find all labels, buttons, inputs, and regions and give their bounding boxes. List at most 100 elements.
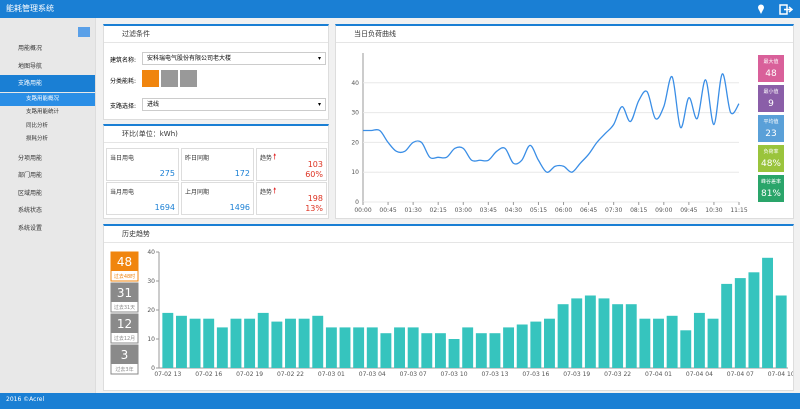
summary-head: [111, 283, 138, 302]
bar: [421, 333, 433, 368]
menu-item[interactable]: 区域用能: [18, 189, 43, 197]
summary-label: 过去12月: [114, 335, 135, 342]
bar: [339, 327, 351, 368]
bar: [612, 304, 624, 368]
bar: [734, 278, 746, 368]
stat-label: 峰谷差率: [761, 178, 781, 185]
branch-select[interactable]: 进线 ▾: [142, 98, 326, 111]
summary-value: 3: [121, 348, 129, 362]
summary-value: 31: [117, 286, 132, 300]
x-tick-label: 07-03 16: [522, 371, 549, 378]
x-tick-label: 07-03 04: [359, 371, 386, 378]
water-icon[interactable]: [161, 70, 178, 87]
bar: [680, 330, 692, 368]
menu-toggle[interactable]: [78, 27, 90, 37]
top-bar: 能耗管理系统: [0, 0, 800, 18]
label: 支路选择:: [110, 103, 137, 110]
label: 建筑名称:: [110, 57, 137, 64]
footer: 2016 ©Acrel: [0, 393, 800, 409]
bar: [584, 295, 596, 368]
summary-head: [111, 345, 138, 364]
x-tick-label: 06:45: [580, 207, 597, 214]
bar: [353, 327, 365, 368]
stat-label: 最小值: [763, 88, 778, 95]
bar: [489, 333, 501, 368]
bar: [230, 318, 242, 368]
menu-item[interactable]: 分项用能: [18, 154, 43, 162]
bar: [544, 318, 555, 368]
load-panel: 当日负荷曲线 0 10 20 30 40 00:00 00:45 01:30 02:15 03:0…: [335, 24, 794, 219]
bar: [325, 327, 337, 368]
x-tick-label: 09:45: [680, 207, 697, 214]
load-line: [363, 73, 740, 173]
cell-label: 昨日同期: [185, 155, 210, 162]
bar: [625, 304, 637, 368]
menu-item[interactable]: 地图导航: [18, 62, 43, 70]
x-tick-label: 10:30: [705, 207, 722, 214]
stat-value: 81%: [761, 189, 781, 199]
cell-label: 趋势: [260, 155, 273, 162]
menu-item[interactable]: 系统设置: [18, 224, 43, 232]
trend-arrow: 🠕: [273, 186, 277, 195]
menu-item[interactable]: 支路用能概况: [0, 92, 95, 106]
stat-box: [758, 115, 784, 142]
y-tick-label: 0: [151, 365, 155, 372]
x-tick-label: 04:30: [505, 207, 522, 214]
summary-label: 过去3年: [115, 366, 133, 373]
menu-item[interactable]: 用能概况: [18, 45, 43, 52]
cell-value: 1496: [229, 203, 250, 212]
ratio-panel: 环比(单位：kWh) 当日用电 275 昨日同期 172 趋势 🠕 103 60% 当月用电 16…: [103, 124, 329, 219]
stat-label: 平均值: [763, 118, 778, 125]
menu-item[interactable]: 损耗分析: [26, 136, 49, 142]
bar: [448, 339, 460, 368]
ratio-cell: 当日用电 275: [106, 148, 179, 181]
bar: [380, 333, 392, 368]
bar: [394, 327, 405, 368]
bar: [653, 318, 664, 368]
bar: [203, 318, 215, 368]
app-title: 能耗管理系统: [6, 4, 54, 13]
bar: [162, 312, 174, 368]
top-icons[interactable]: [757, 4, 793, 15]
bar: [257, 312, 269, 368]
menu-item[interactable]: 支路用能: [0, 75, 95, 92]
x-tick-label: 07-03 10: [441, 371, 468, 378]
ratio-cell: 趋势 🠕 198 13%: [256, 182, 327, 215]
y-tick-label: 30: [351, 110, 359, 117]
menu-item[interactable]: 系统状态: [18, 207, 43, 214]
x-tick-label: 01:30: [404, 207, 421, 214]
panel-title: 历史趋势: [104, 226, 793, 243]
panel-title: 环比(单位：kWh): [104, 126, 328, 143]
y-tick-label: 40: [351, 80, 359, 87]
stat-box: [758, 85, 784, 112]
x-tick-label: 07-04 10: [768, 371, 793, 378]
y-tick-label: 30: [147, 278, 155, 285]
bar: [475, 333, 487, 368]
building-icon[interactable]: [180, 70, 197, 87]
building-select[interactable]: 安科瑞电气股份有限公司老大楼 ▾: [142, 52, 326, 65]
cell-value: 1694: [154, 203, 175, 212]
x-tick-label: 07-04 07: [727, 371, 754, 378]
change-value: 198: [307, 194, 323, 203]
menu-item[interactable]: 同比分析: [26, 122, 49, 129]
load-chart: 0 10 20 30 40 00:00 00:45 01:30 02:15 03:00 03:45 0…: [351, 53, 784, 214]
ratio-cell: 上月同期 1496: [181, 182, 254, 215]
x-tick-label: 11:15: [730, 207, 747, 214]
stat-value: 48: [765, 69, 777, 79]
bar: [462, 327, 474, 368]
bar: [285, 318, 296, 368]
history-chart: 0 10 20 30 40 07-02 13 07-02 16 07-02 19 07-02 2…: [110, 249, 793, 378]
menu-item[interactable]: 部门用能: [18, 172, 43, 179]
select-value: 进线: [147, 101, 160, 108]
bar: [298, 318, 310, 368]
summary-head: [111, 314, 138, 333]
change-pct: 13%: [305, 204, 323, 213]
x-tick-label: 07-03 07: [400, 371, 427, 378]
cell-label: 当月用电: [110, 189, 135, 196]
cell-label: 趋势: [260, 189, 273, 196]
ratio-cell: 昨日同期 172: [181, 148, 254, 181]
menu-item[interactable]: 支路用能统计: [26, 109, 60, 115]
electric-icon[interactable]: [142, 70, 159, 87]
cell-label: 当日用电: [110, 155, 135, 162]
